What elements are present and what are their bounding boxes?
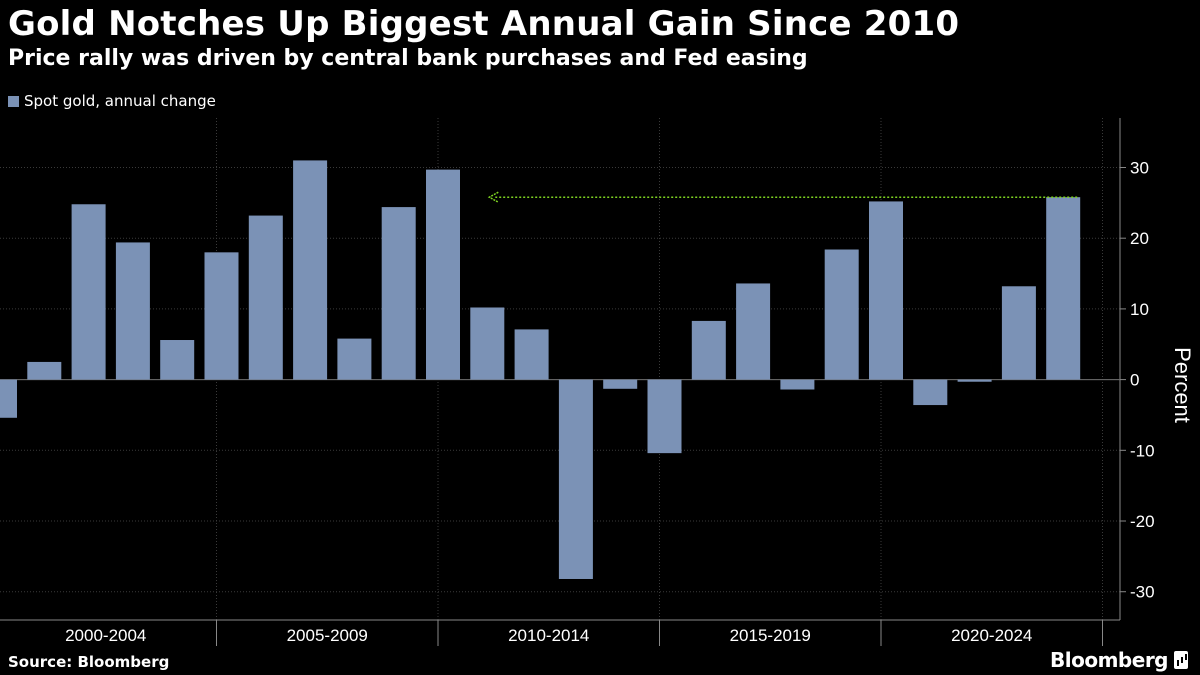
chart-subtitle: Price rally was driven by central bank p… — [8, 46, 808, 71]
bar-2024 — [1046, 197, 1081, 380]
bar-2015 — [647, 379, 682, 454]
annotation-arrow-head — [487, 191, 499, 203]
bar-2004 — [160, 340, 195, 380]
bar-2010 — [426, 169, 460, 380]
bar-2007 — [293, 160, 328, 380]
chart-title: Gold Notches Up Biggest Annual Gain Sinc… — [8, 4, 960, 44]
bar-2002 — [71, 204, 106, 380]
bar-2008 — [337, 338, 372, 380]
bar-2011 — [470, 307, 505, 380]
legend-label: Spot gold, annual change — [24, 92, 216, 110]
x-group-label: 2005-2009 — [287, 626, 368, 645]
bar-2017 — [736, 283, 771, 380]
bar-2000 — [0, 379, 17, 418]
y-tick-label: -30 — [1130, 583, 1155, 602]
y-tick-label: -10 — [1130, 441, 1155, 460]
y-tick-label: 20 — [1130, 229, 1149, 248]
bar-2013 — [558, 379, 593, 579]
terminal-icon — [1174, 651, 1188, 669]
bar-2001 — [27, 361, 62, 380]
legend-swatch — [8, 95, 19, 107]
source-note: Source: Bloomberg — [8, 653, 170, 671]
x-group-label: 2020-2024 — [951, 626, 1032, 645]
y-tick-label: -20 — [1130, 512, 1155, 531]
y-tick-label: 30 — [1130, 158, 1149, 177]
brand-name: Bloomberg — [1050, 648, 1168, 672]
y-tick-label: 10 — [1130, 300, 1149, 319]
bar-2021 — [913, 379, 948, 406]
bar-2012 — [514, 329, 549, 380]
bar-2023 — [1001, 286, 1036, 380]
bar-2003 — [115, 242, 150, 380]
bar-2009 — [381, 207, 416, 380]
x-group-label: 2010-2014 — [508, 626, 589, 645]
bar-2020 — [869, 201, 903, 380]
bar-2014 — [603, 379, 638, 389]
y-axis-label: Percent — [1170, 347, 1195, 423]
y-tick-label: 0 — [1130, 371, 1139, 390]
bloomberg-logo: Bloomberg — [1050, 648, 1188, 672]
bar-2006 — [248, 215, 283, 380]
x-group-label: 2015-2019 — [730, 626, 811, 645]
bar-2019 — [824, 249, 859, 380]
bar-2005 — [204, 252, 239, 380]
x-group-label: 2000-2004 — [65, 626, 146, 645]
bar-2016 — [691, 320, 726, 380]
bar-2018 — [780, 379, 815, 390]
bar-2022 — [957, 379, 992, 382]
legend: Spot gold, annual change — [8, 92, 216, 110]
